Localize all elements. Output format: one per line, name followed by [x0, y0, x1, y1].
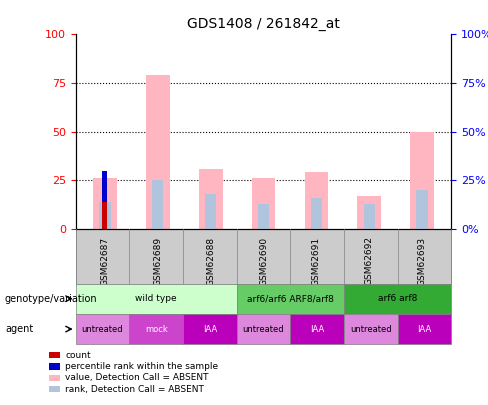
- Text: rank, Detection Call = ABSENT: rank, Detection Call = ABSENT: [65, 385, 204, 394]
- Bar: [252, 178, 275, 229]
- Title: GDS1408 / 261842_at: GDS1408 / 261842_at: [187, 17, 340, 31]
- Text: untreated: untreated: [243, 324, 285, 334]
- Text: genotype/variation: genotype/variation: [5, 294, 98, 304]
- Bar: [205, 194, 216, 229]
- Text: untreated: untreated: [350, 324, 392, 334]
- Bar: [102, 171, 107, 202]
- Bar: [305, 173, 328, 229]
- Bar: [146, 75, 170, 229]
- Text: IAA: IAA: [203, 324, 217, 334]
- Bar: [93, 178, 117, 229]
- Text: agent: agent: [5, 324, 33, 334]
- Text: IAA: IAA: [417, 324, 432, 334]
- Bar: [258, 204, 269, 229]
- Text: wild type: wild type: [135, 294, 177, 303]
- Text: IAA: IAA: [310, 324, 325, 334]
- Text: count: count: [65, 351, 91, 360]
- Bar: [99, 202, 111, 229]
- Bar: [152, 180, 163, 229]
- Bar: [311, 198, 322, 229]
- Bar: [199, 168, 223, 229]
- Bar: [416, 190, 428, 229]
- Text: value, Detection Call = ABSENT: value, Detection Call = ABSENT: [65, 373, 209, 382]
- Text: untreated: untreated: [81, 324, 123, 334]
- Text: percentile rank within the sample: percentile rank within the sample: [65, 362, 219, 371]
- Bar: [358, 196, 381, 229]
- Bar: [102, 202, 107, 229]
- Text: arf6 arf8: arf6 arf8: [378, 294, 417, 303]
- Bar: [410, 132, 434, 229]
- Bar: [364, 204, 375, 229]
- Text: mock: mock: [145, 324, 167, 334]
- Text: arf6/arf6 ARF8/arf8: arf6/arf6 ARF8/arf8: [247, 294, 334, 303]
